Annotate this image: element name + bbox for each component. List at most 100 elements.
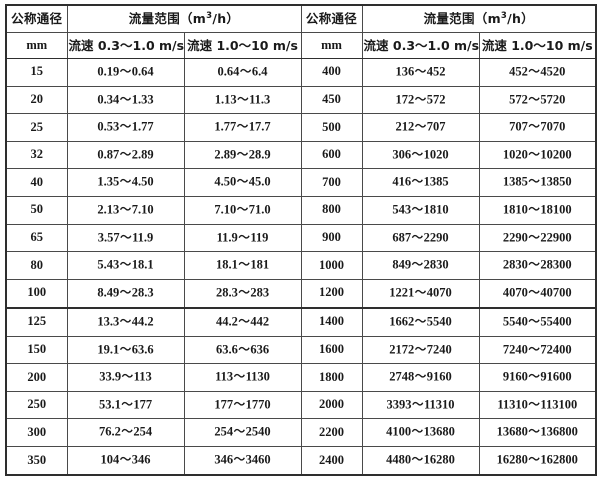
cell-flow-low-left: 2.13～7.10 [66, 195, 185, 225]
cell-flow-low-right: 306～1020 [361, 140, 480, 170]
cell-dn-right: 2200 [300, 418, 363, 447]
cell-flow-high-left: 1.77～17.7 [183, 113, 302, 142]
cell-flow-high-right: 1020～10200 [478, 140, 597, 170]
flow-range-table: 公称通径 流量范围（m3/h） 公称通径 流量范围（m3/h） mm 流速 0.… [5, 4, 598, 476]
range-separator: ～ [528, 396, 540, 411]
header-range-right-prefix: 流量范围（m [423, 10, 501, 26]
cell-flow-low-left: 3.57～11.9 [66, 223, 185, 253]
table-row: 50 2.13～7.10 7.10～71.0 800 543～1810 1810～1810… [5, 195, 597, 225]
cell-flow-low-right: 2172～7240 [361, 335, 480, 365]
cell-flow-high-left: 113～1130 [183, 363, 302, 392]
cell-flow-high-left: 0.64～6.4 [183, 58, 302, 87]
cell-flow-high-left: 7.10～71.0 [183, 195, 302, 225]
cell-dn-left: 65 [5, 223, 68, 253]
cell-flow-low-left: 0.87～2.89 [66, 140, 185, 170]
range-separator: ～ [411, 396, 424, 411]
range-separator: ～ [239, 64, 252, 79]
cell-flow-high-left: 28.3～283 [183, 278, 302, 309]
range-separator: ～ [119, 119, 132, 134]
header-range-right-sup: 3 [500, 10, 508, 21]
range-separator: ～ [528, 119, 540, 134]
cell-dn-left: 100 [5, 278, 68, 309]
cell-flow-low-left: 19.1～63.6 [66, 335, 185, 365]
range-separator: ～ [411, 146, 424, 161]
cell-dn-right: 900 [300, 223, 363, 253]
range-separator: ～ [236, 146, 249, 161]
range-separator: ～ [414, 341, 427, 356]
table-row: 32 0.87～2.89 2.89～28.9 600 306～1020 1020～1020… [5, 140, 597, 170]
range-separator: ～ [236, 202, 249, 217]
cell-flow-low-right: 687～2290 [361, 223, 480, 253]
range-separator: ～ [528, 174, 540, 189]
range-separator: ～ [119, 284, 132, 299]
cell-flow-high-left: 254～2540 [183, 418, 302, 447]
header-velocity-high-left: 流速 1.0～10 m/s [183, 31, 302, 60]
cell-dn-right: 1800 [300, 363, 363, 392]
table-row: 300 76.2～254 254～2540 2200 4100～13680 13680～1… [5, 418, 597, 447]
cell-dn-left: 350 [5, 445, 68, 476]
table-row: 125 13.3～44.2 44.2～442 1400 1662～5540 5540～55… [5, 307, 597, 337]
range-separator: ～ [233, 369, 246, 384]
cell-flow-low-left: 53.1～177 [66, 390, 185, 420]
header-range-left-prefix: 流量范围（m [128, 10, 207, 26]
range-separator: ～ [121, 424, 133, 439]
cell-dn-right: 1200 [300, 278, 363, 309]
range-separator: ～ [414, 284, 427, 299]
cell-flow-low-left: 33.9～113 [66, 363, 185, 392]
cell-flow-low-left: 1.35～4.50 [66, 168, 185, 197]
range-separator: ～ [233, 424, 246, 439]
range-separator: ～ [121, 369, 134, 384]
range-separator: ～ [528, 424, 540, 439]
table-row: 100 8.49～28.3 28.3～283 1200 1221～4070 4070～40… [5, 278, 597, 309]
cell-dn-right: 800 [300, 195, 363, 225]
range-separator: ～ [119, 64, 132, 79]
cell-flow-high-right: 2830～28300 [478, 251, 597, 280]
cell-dn-left: 250 [5, 390, 68, 420]
cell-flow-low-right: 4480～16280 [361, 445, 480, 476]
table-row: 65 3.57～11.9 11.9～119 900 687～2290 2290～22900 [5, 223, 597, 253]
cell-flow-low-left: 0.53～1.77 [66, 113, 185, 142]
cell-dn-left: 40 [5, 168, 68, 197]
cell-flow-low-left: 104～346 [66, 445, 185, 476]
cell-flow-high-right: 13680～136800 [478, 418, 597, 447]
cell-flow-high-right: 9160～91600 [478, 363, 597, 392]
range-separator: ～ [414, 64, 427, 79]
cell-flow-high-left: 11.9～119 [183, 223, 302, 253]
cell-flow-low-left: 0.19～0.64 [66, 58, 185, 87]
cell-flow-high-right: 1810～18100 [478, 195, 597, 225]
cell-dn-right: 1000 [300, 251, 363, 280]
cell-dn-right: 500 [300, 113, 363, 142]
range-separator: ～ [528, 284, 540, 299]
header-unit-dn-right: mm [300, 31, 363, 60]
cell-flow-high-left: 63.6～636 [183, 335, 302, 365]
cell-dn-left: 25 [5, 113, 68, 142]
cell-flow-high-left: 2.89～28.9 [183, 140, 302, 170]
cell-dn-left: 32 [5, 140, 68, 170]
table-row: 150 19.1～63.6 63.6～636 1600 2172～7240 7240～72… [5, 335, 597, 365]
range-separator: ～ [528, 313, 540, 328]
header-range-right: 流量范围（m3/h） [361, 4, 597, 33]
range-separator: ～ [411, 229, 424, 244]
cell-flow-high-left: 1.13～11.3 [183, 85, 302, 115]
range-separator: ～ [233, 396, 246, 411]
cell-dn-left: 125 [5, 307, 68, 337]
cell-dn-left: 15 [5, 58, 68, 87]
cell-flow-high-left: 4.50～45.0 [183, 168, 302, 197]
header-range-left: 流量范围（m3/h） [66, 4, 302, 33]
cell-flow-high-right: 11310～113100 [478, 390, 597, 420]
cell-dn-right: 1600 [300, 335, 363, 365]
range-separator: ～ [528, 229, 540, 244]
range-separator: ～ [119, 313, 132, 328]
range-separator: ～ [236, 174, 249, 189]
range-separator: ～ [237, 91, 249, 106]
range-separator: ～ [233, 452, 246, 467]
table-row: 250 53.1～177 177～1770 2000 3393～11310 11310～1… [5, 390, 597, 420]
range-separator: ～ [414, 369, 427, 384]
header-dn-left: 公称通径 [5, 4, 68, 33]
cell-dn-right: 700 [300, 168, 363, 197]
cell-flow-high-left: 346～3460 [183, 445, 302, 476]
range-separator: ～ [119, 452, 132, 467]
cell-flow-low-right: 4100～13680 [361, 418, 480, 447]
range-separator: ～ [411, 424, 424, 439]
cell-dn-left: 20 [5, 85, 68, 115]
